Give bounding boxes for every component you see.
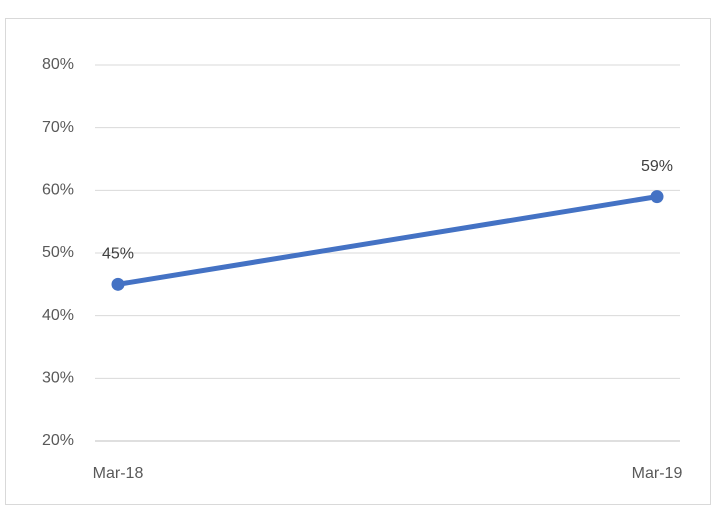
y-tick-label: 20% [42,432,74,449]
line [115,194,660,287]
x-tick-label: Mar-18 [93,465,144,482]
chart-frame [5,18,711,505]
y-tick-label: 30% [42,370,74,387]
y-tick-label: 60% [42,182,74,199]
y-tick-label: 50% [42,244,74,261]
y-tick-label: 80% [42,56,74,73]
data-label: 59% [641,158,673,175]
point [650,190,664,204]
data-label: 45% [102,246,134,263]
y-tick-label: 40% [42,307,74,324]
point [111,277,125,291]
x-tick-label: Mar-19 [632,465,683,482]
y-tick-label: 70% [42,119,74,136]
